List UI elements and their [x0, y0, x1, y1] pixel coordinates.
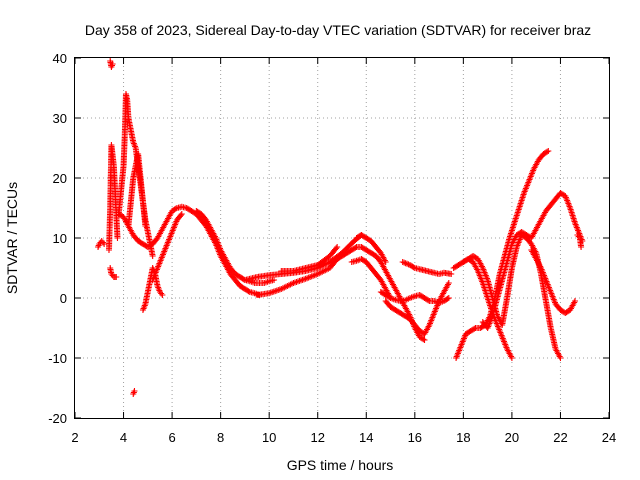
x-tick-label: 10	[262, 430, 276, 445]
data-point	[131, 388, 138, 394]
series-arc-13	[254, 256, 341, 298]
series-arc-19	[377, 289, 452, 306]
series-arc-1	[95, 238, 108, 250]
y-tick-label: 30	[53, 111, 67, 126]
data-point	[445, 295, 452, 301]
x-tick-label: 18	[456, 430, 470, 445]
data-point	[149, 253, 156, 259]
y-tick-label: -10	[48, 351, 67, 366]
x-tick-label: 20	[505, 430, 519, 445]
data-point	[333, 245, 340, 252]
series-arc-6	[115, 203, 263, 298]
y-axis-label: SDTVAR / TECUs	[4, 182, 20, 294]
data-point	[420, 336, 427, 343]
points-layer	[95, 58, 586, 397]
series-arc-9	[149, 211, 185, 283]
y-tick-label: 20	[53, 171, 67, 186]
series-arc-17	[353, 232, 389, 265]
series-arc-10	[130, 388, 138, 397]
data-point	[142, 223, 149, 229]
data-point	[508, 355, 515, 361]
data-point	[108, 64, 115, 70]
data-point	[386, 294, 393, 301]
data-point	[544, 148, 551, 155]
data-point	[578, 244, 585, 250]
series-arc-12	[241, 232, 365, 283]
series-arc-4	[107, 58, 116, 70]
data-point	[545, 148, 552, 154]
data-point	[352, 244, 359, 251]
data-point	[421, 337, 428, 343]
x-tick-label: 14	[359, 430, 373, 445]
plot-frame	[74, 57, 610, 419]
series-arc-15	[326, 244, 428, 343]
x-tick-label: 2	[71, 430, 78, 445]
data-point	[131, 142, 138, 148]
data-point	[444, 295, 451, 302]
data-point	[130, 389, 137, 396]
data-point	[245, 288, 252, 295]
data-point	[109, 61, 116, 67]
series-arc-7	[125, 151, 149, 229]
x-axis-label: GPS time / hours	[287, 457, 394, 473]
data-point	[382, 259, 389, 265]
y-tick-label: -20	[48, 411, 67, 426]
data-point	[141, 304, 148, 310]
data-point	[177, 212, 184, 219]
data-point	[410, 264, 417, 271]
data-point	[178, 211, 185, 217]
x-tick-label: 12	[310, 430, 324, 445]
x-tick-label: 24	[602, 430, 616, 445]
data-point	[113, 274, 120, 280]
x-tick-label: 6	[168, 430, 175, 445]
data-point	[572, 298, 579, 304]
y-tick-label: 10	[53, 231, 67, 246]
x-tick-label: 16	[408, 430, 422, 445]
x-tick-label: 8	[217, 430, 224, 445]
y-tick-label: 40	[53, 51, 67, 66]
series-arc-3	[107, 265, 120, 280]
x-tick-label: 22	[553, 430, 567, 445]
series-arc-24	[479, 190, 586, 331]
data-point	[471, 325, 478, 332]
series-arc-25	[528, 247, 579, 316]
series-arc-26	[574, 232, 585, 250]
data-point	[425, 297, 432, 304]
data-point	[445, 280, 452, 286]
data-point	[557, 355, 564, 361]
x-tick-label: 4	[120, 430, 127, 445]
series-arc-14	[278, 244, 341, 274]
chart-title: Day 358 of 2023, Sidereal Day-to-day VTE…	[85, 22, 591, 38]
data-point	[172, 205, 179, 212]
data-point	[271, 277, 278, 283]
data-point	[114, 235, 121, 241]
series-arc-20	[399, 259, 455, 277]
data-point	[448, 271, 455, 277]
data-point	[159, 292, 166, 298]
data-point	[101, 241, 108, 247]
series-arc-8	[139, 265, 166, 313]
data-point	[334, 244, 341, 250]
data-point	[130, 391, 137, 397]
y-tick-label: 0	[60, 291, 67, 306]
series-arc-18	[382, 280, 452, 337]
